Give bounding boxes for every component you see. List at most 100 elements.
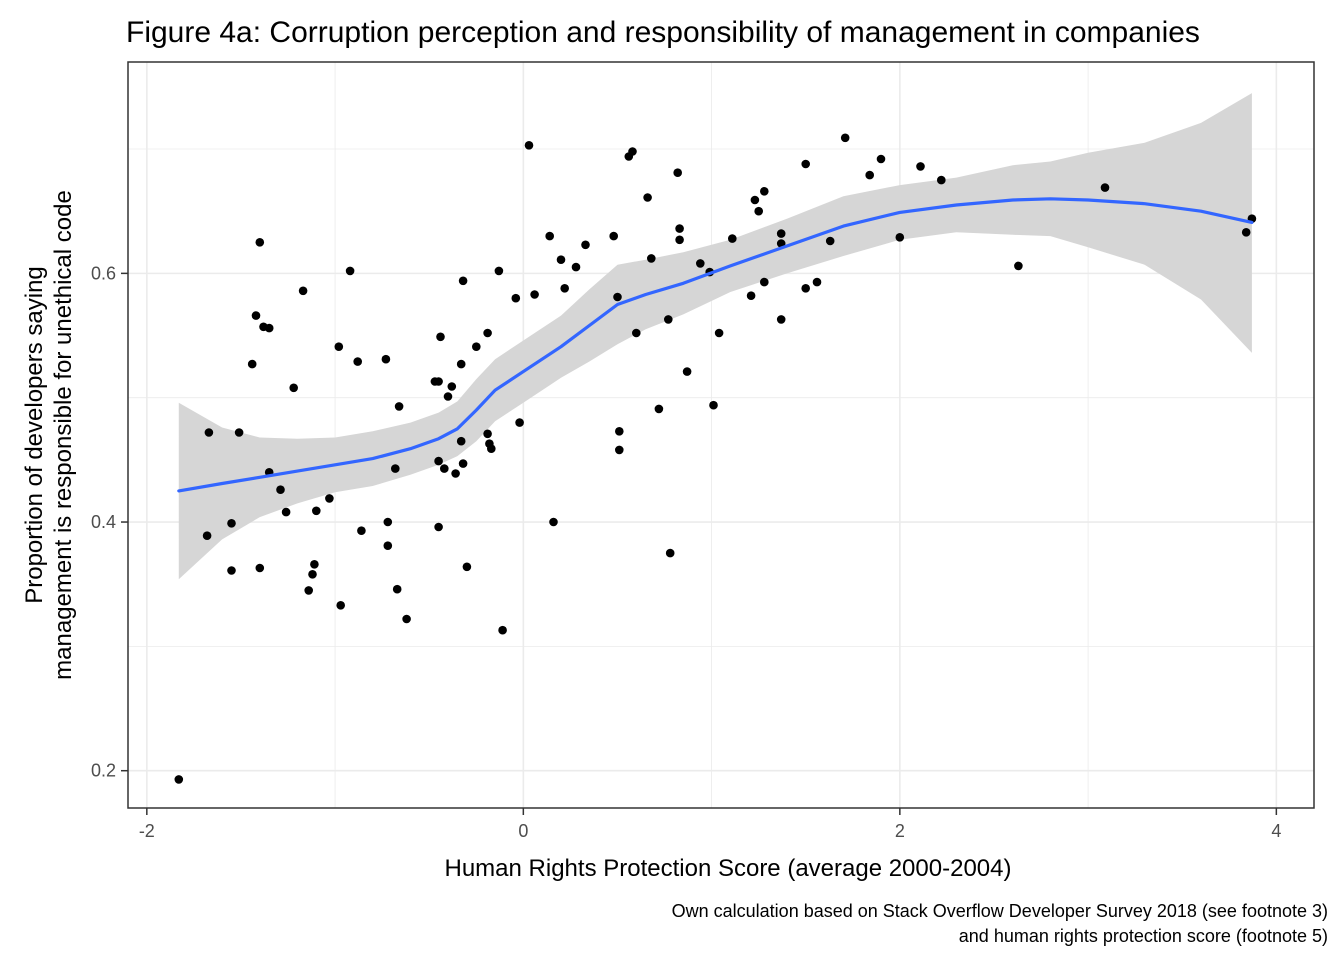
- plot-panel: [127, 61, 1315, 809]
- data-point: [436, 332, 445, 342]
- data-point: [345, 266, 355, 276]
- data-point: [746, 291, 756, 301]
- data-point: [325, 494, 334, 503]
- data-point: [714, 328, 724, 338]
- data-point: [458, 459, 468, 468]
- data-point: [1014, 261, 1023, 271]
- data-point: [643, 193, 652, 202]
- panel-border: [127, 61, 1315, 809]
- x-tick-label: 2: [895, 821, 905, 841]
- data-point: [334, 342, 344, 352]
- data-point: [682, 367, 692, 376]
- data-point: [202, 531, 212, 540]
- data-point: [801, 284, 810, 293]
- data-point: [515, 418, 524, 427]
- data-point: [876, 154, 886, 164]
- data-point: [1241, 228, 1251, 237]
- data-point: [298, 286, 308, 296]
- confidence-ribbon: [178, 93, 1252, 580]
- data-point: [434, 377, 443, 386]
- data-point: [483, 328, 492, 338]
- data-point: [754, 206, 763, 216]
- caption-line-1: Own calculation based on Stack Overflow …: [672, 901, 1328, 921]
- data-point: [628, 147, 637, 156]
- data-point: [571, 262, 581, 272]
- data-point: [647, 254, 656, 263]
- data-point: [613, 292, 622, 302]
- data-point: [204, 428, 214, 437]
- data-point: [312, 506, 321, 516]
- data-point: [760, 277, 769, 287]
- data-point: [251, 311, 261, 320]
- data-point: [776, 229, 786, 238]
- data-point: [434, 456, 443, 466]
- data-point: [776, 315, 786, 324]
- data-point: [664, 315, 673, 324]
- data-point: [289, 383, 299, 393]
- y-axis-title-line-2: management is responsible for unethical …: [50, 190, 77, 680]
- data-point: [615, 445, 624, 455]
- x-axis-title: Human Rights Protection Score (average 2…: [445, 855, 1012, 882]
- data-point: [227, 566, 236, 575]
- data-point: [447, 382, 457, 391]
- data-point: [609, 231, 618, 241]
- data-point: [556, 255, 566, 264]
- data-point: [383, 517, 393, 527]
- data-point: [304, 586, 314, 595]
- data-point: [840, 133, 850, 143]
- data-point: [615, 427, 624, 436]
- data-point: [675, 235, 684, 245]
- data-point: [654, 404, 664, 414]
- data-point: [549, 517, 558, 527]
- data-point: [227, 519, 236, 528]
- data-point: [391, 464, 400, 473]
- data-point: [310, 560, 319, 569]
- data-point: [247, 359, 257, 369]
- data-point: [440, 464, 449, 473]
- data-point: [255, 563, 265, 573]
- data-point: [483, 429, 492, 439]
- smooth-line: [177, 197, 1254, 493]
- chart-title: Figure 4a: Corruption perception and res…: [126, 16, 1200, 49]
- data-point: [865, 170, 874, 180]
- data-point: [462, 562, 472, 572]
- data-point: [498, 625, 507, 635]
- data-point: [812, 277, 822, 287]
- data-point: [394, 402, 404, 411]
- data-point: [402, 614, 411, 624]
- data-point: [675, 224, 684, 233]
- data-point: [511, 293, 521, 303]
- data-point: [381, 354, 391, 364]
- data-point: [456, 436, 466, 446]
- caption-line-2: and human rights protection score (footn…: [959, 926, 1328, 946]
- data-point: [760, 187, 769, 196]
- x-tick-label: 0: [518, 821, 528, 841]
- data-point: [434, 522, 443, 532]
- data-points: [174, 133, 1257, 784]
- data-point: [524, 141, 534, 150]
- y-axis-title-line-1: Proportion of developers saying: [21, 266, 48, 604]
- y-tick-label: 0.4: [91, 512, 116, 532]
- data-point: [545, 231, 554, 241]
- data-point: [801, 159, 810, 169]
- data-point: [750, 195, 760, 205]
- data-point: [451, 469, 460, 478]
- x-axis: -2 0 2 4: [139, 808, 1281, 841]
- data-point: [276, 485, 285, 495]
- data-point: [392, 584, 402, 594]
- y-axis: 0.2 0.4 0.6: [91, 263, 128, 781]
- y-tick-label: 0.2: [91, 761, 116, 781]
- data-point: [560, 284, 569, 293]
- data-point: [728, 234, 737, 243]
- data-point: [632, 328, 641, 338]
- data-point: [264, 323, 274, 333]
- data-point: [443, 392, 453, 401]
- data-point: [494, 266, 504, 276]
- data-point: [458, 276, 468, 286]
- data-point: [916, 162, 925, 171]
- data-point: [696, 259, 705, 268]
- data-point: [581, 240, 590, 250]
- x-tick-label: -2: [139, 821, 155, 841]
- data-point: [255, 238, 265, 247]
